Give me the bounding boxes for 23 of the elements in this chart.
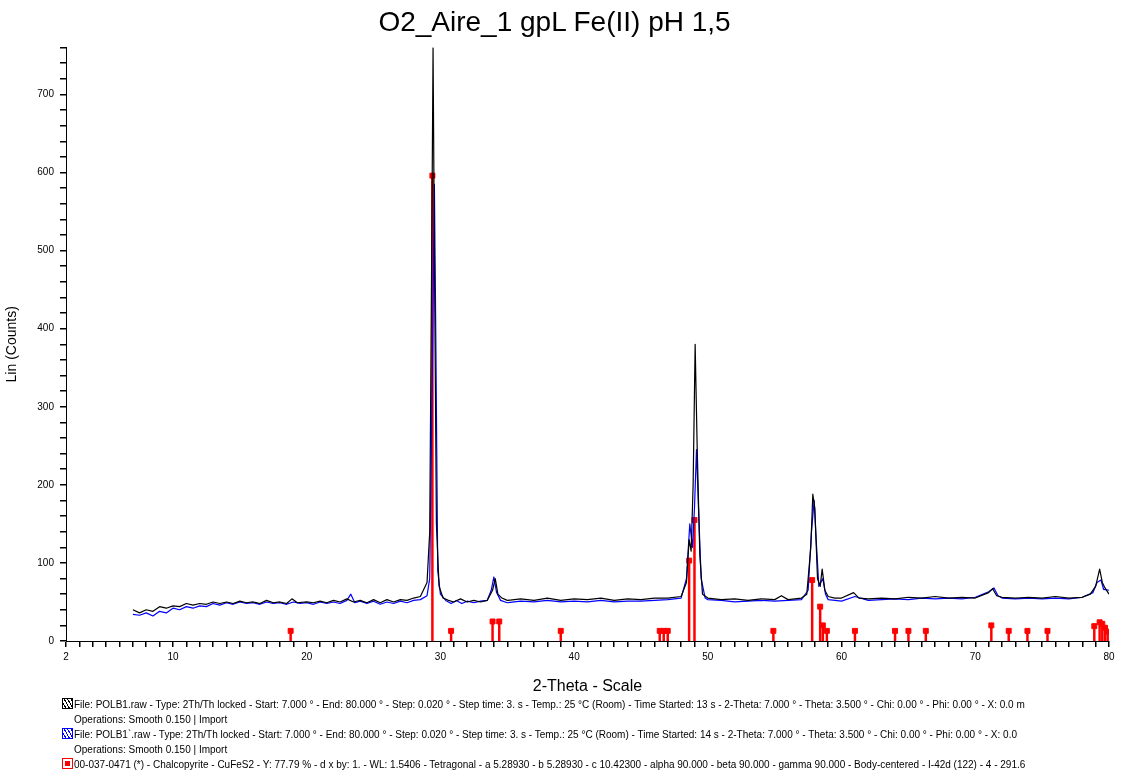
legend-label: File: POLB1.raw - Type: 2Th/Th locked - Start: 7.000 ° - End: 80.000 ° - Step: 0.020 ° - Step time: 3. s - Temp.: 25 °C (Room) - Time Started: 13 s - 2-Theta: 7.000 ° - Theta: 3.500 ° - Chi: 0.00 ° - Phi: 0.00 ° - X: 0.0 m Operations: Smooth 0.150 | Import bbox=[74, 698, 1025, 727]
x-tick-label: 2 bbox=[63, 650, 70, 662]
x-tick-label: 40 bbox=[568, 650, 581, 662]
legend-label: 00-037-0471 (*) - Chalcopyrite - CuFeS2 - Y: 77.79 % - d x by: 1. - WL: 1.5406 - Tetragonal - a 5.28930 - b 5.28930 - c 10.42300 - alpha 90.000 - beta 90.000 - gamma 90.000 - Body-centered - I-42d (122) - 4 - 291.6 bbox=[74, 758, 1026, 771]
y-axis-title: Lin (Counts) bbox=[3, 306, 20, 383]
y-tick-label: 100 bbox=[37, 556, 55, 568]
x-tick-label: 60 bbox=[836, 650, 848, 662]
y-tick-label: 600 bbox=[37, 166, 55, 178]
x-tick-label: 10 bbox=[167, 650, 179, 662]
chart-title: O2_Aire_1 gpL Fe(II) pH 1,5 bbox=[378, 5, 731, 37]
legend-label: File: POLB1`.raw - Type: 2Th/Th locked - Start: 7.000 ° - End: 80.000 ° - Step: 0.020 ° - Step time: 3. s - Temp.: 25 °C (Room) - Time Started: 14 s - 2-Theta: 7.000 ° - Theta: 3.500 ° - Chi: 0.00 ° - Phi: 0.00 ° - X: 0.0 Operations: Smooth 0.150 | Import bbox=[74, 728, 1017, 757]
x-tick-label: 20 bbox=[301, 650, 313, 662]
x-tick-label: 30 bbox=[434, 650, 447, 662]
x-tick-label: 70 bbox=[969, 650, 982, 662]
y-tick-label: 200 bbox=[37, 478, 55, 490]
y-tick-label: 700 bbox=[37, 88, 55, 100]
y-tick-label: 500 bbox=[37, 244, 55, 256]
x-tick-label: 50 bbox=[702, 650, 714, 662]
x-axis-title: 2-Theta - Scale bbox=[532, 676, 643, 694]
y-tick-label: 0 bbox=[48, 634, 55, 646]
x-tick-label: 80 bbox=[1103, 650, 1115, 662]
y-tick-label: 300 bbox=[37, 400, 55, 412]
y-tick-label: 400 bbox=[37, 322, 55, 334]
